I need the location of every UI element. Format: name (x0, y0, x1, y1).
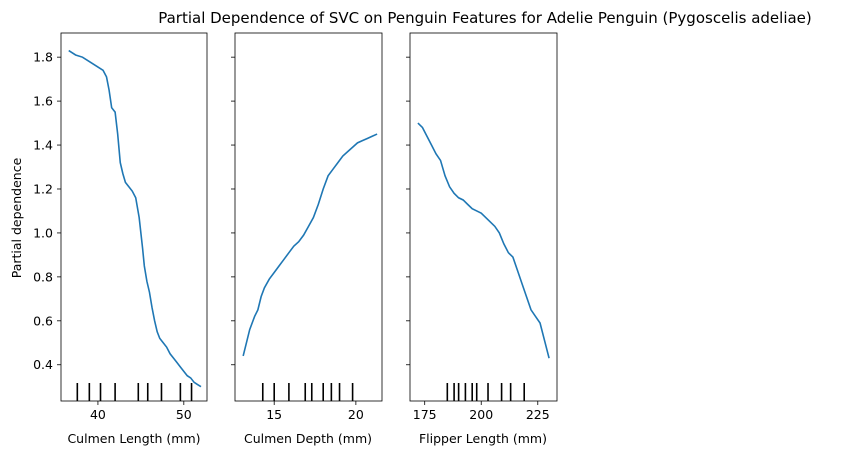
panel-frame (234, 32, 383, 402)
chart-title: Partial Dependence of SVC on Penguin Fea… (158, 9, 812, 27)
panel-culmen-length: 40 50 0.4 0.6 0.8 1.0 1.2 1.4 1.6 1.8 Culmen Leng… (33, 32, 208, 446)
panel-flipper-length: 175 200 225 Flipper Length (mm) (406, 32, 558, 446)
y-tick-label: 1.6 (33, 94, 53, 109)
axis-ticks: 40 50 0.4 0.6 0.8 1.0 1.2 1.4 1.6 1.8 (33, 50, 192, 422)
y-tick-label: 0.6 (33, 313, 53, 328)
x-tick-label: 15 (266, 407, 282, 422)
axis-ticks: 175 200 225 (406, 56, 550, 422)
y-tick-label: 0.4 (33, 357, 53, 372)
y-tick-label: 1.2 (33, 181, 53, 196)
x-axis-label-culmen-length: Culmen Length (mm) (67, 431, 200, 446)
panel-frame (409, 32, 558, 402)
partial-dependence-line-culmen-depth (242, 133, 378, 357)
x-axis-label-flipper-length: Flipper Length (mm) (419, 431, 547, 446)
panel-culmen-depth: 15 20 Culmen Depth (mm) (231, 32, 383, 446)
partial-dependence-line-flipper-length (417, 122, 550, 359)
x-tick-label: 40 (90, 407, 106, 422)
y-tick-label: 1.8 (33, 50, 53, 65)
decile-rug (446, 383, 526, 401)
x-axis-label-culmen-depth: Culmen Depth (mm) (244, 431, 372, 446)
partial-dependence-line-culmen-length (68, 49, 202, 388)
x-tick-label: 20 (348, 407, 364, 422)
x-tick-label: 175 (413, 407, 437, 422)
y-tick-label: 1.4 (33, 138, 53, 153)
x-tick-label: 200 (469, 407, 493, 422)
y-axis-label: Partial dependence (9, 157, 24, 278)
panel-frame (60, 32, 208, 402)
y-tick-label: 0.8 (33, 269, 53, 284)
x-tick-label: 50 (176, 407, 192, 422)
decile-rug (76, 383, 193, 401)
axis-ticks: 15 20 (231, 56, 364, 422)
y-tick-label: 1.0 (33, 225, 53, 240)
x-tick-label: 225 (526, 407, 550, 422)
decile-rug (261, 383, 354, 401)
